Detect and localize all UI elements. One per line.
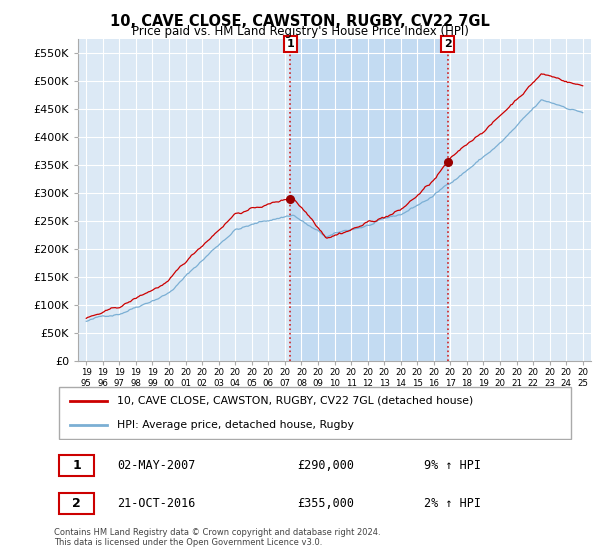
Text: 2: 2 — [443, 39, 451, 49]
Text: Contains HM Land Registry data © Crown copyright and database right 2024.
This d: Contains HM Land Registry data © Crown c… — [54, 528, 380, 547]
Text: 9% ↑ HPI: 9% ↑ HPI — [424, 459, 481, 472]
Text: 21-OCT-2016: 21-OCT-2016 — [118, 497, 196, 510]
Text: 02-MAY-2007: 02-MAY-2007 — [118, 459, 196, 472]
Text: £290,000: £290,000 — [297, 459, 354, 472]
Text: HPI: Average price, detached house, Rugby: HPI: Average price, detached house, Rugb… — [118, 420, 354, 430]
FancyBboxPatch shape — [59, 455, 94, 475]
Text: 1: 1 — [73, 459, 81, 472]
Text: 2: 2 — [73, 497, 81, 510]
Text: £355,000: £355,000 — [297, 497, 354, 510]
Text: 2% ↑ HPI: 2% ↑ HPI — [424, 497, 481, 510]
Text: Price paid vs. HM Land Registry's House Price Index (HPI): Price paid vs. HM Land Registry's House … — [131, 25, 469, 38]
Text: 10, CAVE CLOSE, CAWSTON, RUGBY, CV22 7GL (detached house): 10, CAVE CLOSE, CAWSTON, RUGBY, CV22 7GL… — [118, 396, 473, 406]
Text: 10, CAVE CLOSE, CAWSTON, RUGBY, CV22 7GL: 10, CAVE CLOSE, CAWSTON, RUGBY, CV22 7GL — [110, 14, 490, 29]
FancyBboxPatch shape — [59, 388, 571, 438]
Bar — [290, 39, 448, 361]
FancyBboxPatch shape — [59, 493, 94, 514]
Text: 1: 1 — [286, 39, 294, 49]
